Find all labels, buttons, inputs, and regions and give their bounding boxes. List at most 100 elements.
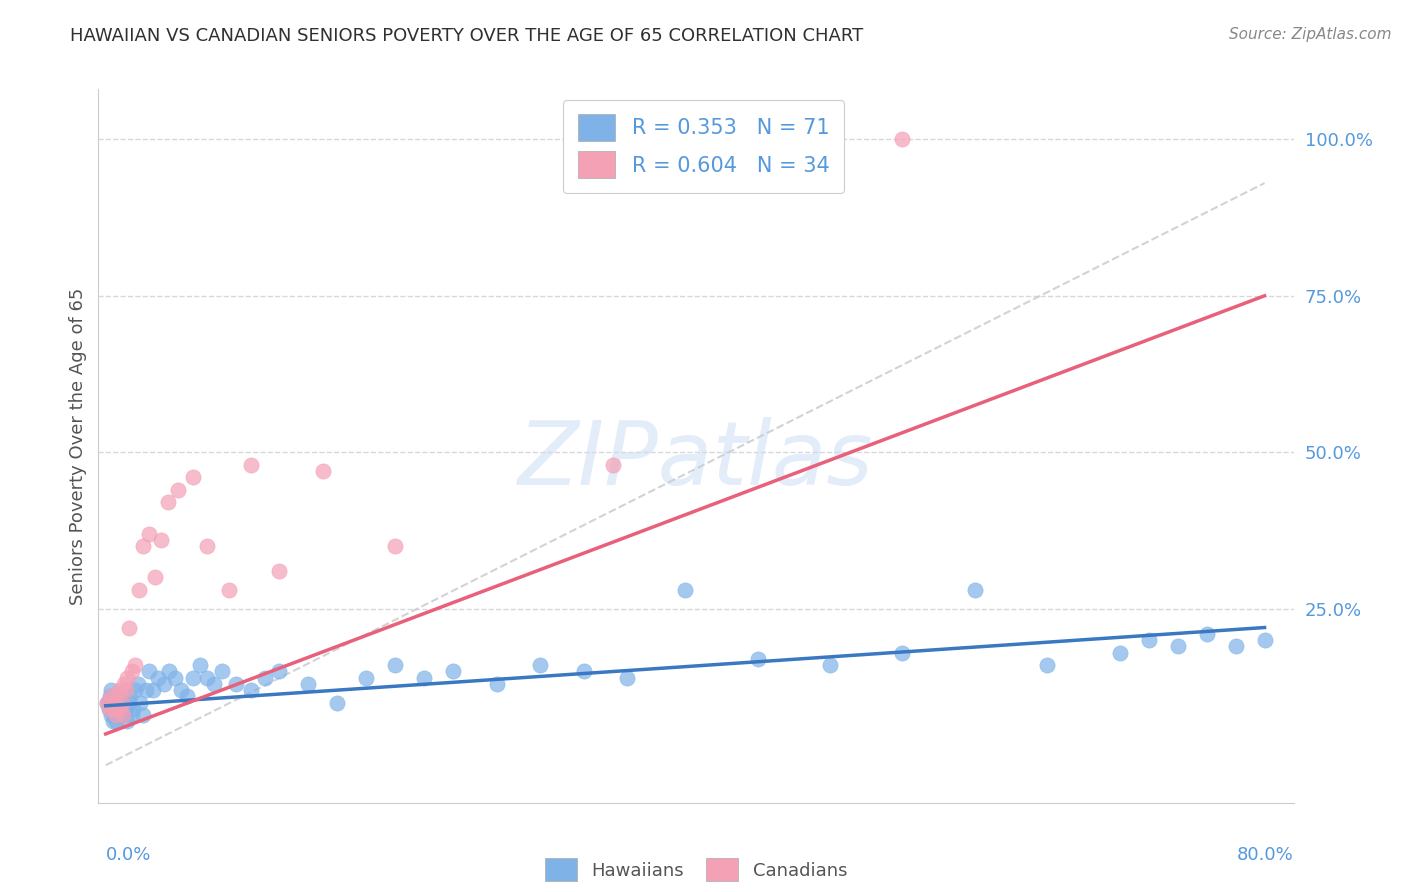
Point [157,665,180,679]
Point [239,683,262,698]
Point [101,702,124,716]
Point [100,708,122,723]
Y-axis label: Seniors Poverty Over the Age of 65: Seniors Poverty Over the Age of 65 [69,287,87,605]
Point [96,696,118,710]
Point [121,708,143,723]
Point [103,696,125,710]
Point [1137,633,1160,648]
Point [529,658,551,673]
Point [112,696,135,710]
Point [104,714,127,729]
Point [104,708,127,723]
Point [120,690,142,704]
Point [218,582,240,597]
Point [384,539,406,553]
Point [118,621,141,635]
Point [107,683,129,698]
Point [103,696,125,710]
Point [441,665,464,679]
Point [356,671,378,685]
Point [97,702,120,716]
Point [963,582,986,597]
Point [149,533,172,547]
Point [572,665,595,679]
Point [117,714,139,729]
Point [100,683,122,698]
Point [124,683,146,698]
Point [202,677,225,691]
Point [115,702,138,716]
Point [312,464,335,478]
Legend: Hawaiians, Canadians: Hawaiians, Canadians [537,851,855,888]
Point [105,696,128,710]
Point [602,458,624,472]
Point [96,696,118,710]
Point [118,696,141,710]
Point [1253,633,1275,648]
Point [135,683,157,698]
Point [108,702,131,716]
Point [269,665,291,679]
Point [98,702,121,716]
Point [181,470,204,484]
Point [156,495,179,509]
Point [1195,627,1218,641]
Point [1108,646,1130,660]
Point [127,677,149,691]
Point [195,539,218,553]
Point [112,708,135,723]
Text: 0.0%: 0.0% [105,846,150,863]
Point [101,702,124,716]
Point [138,526,160,541]
Point [108,708,131,723]
Point [485,677,508,691]
Point [132,539,155,553]
Point [818,658,841,673]
Text: Source: ZipAtlas.com: Source: ZipAtlas.com [1229,27,1392,42]
Point [239,458,262,472]
Point [384,658,406,673]
Point [269,564,291,578]
Point [114,677,136,691]
Point [142,683,165,698]
Point [122,702,145,716]
Point [121,665,143,679]
Point [98,690,121,704]
Point [129,696,152,710]
Point [616,671,638,685]
Point [146,671,169,685]
Point [747,652,769,666]
Point [165,671,187,685]
Point [107,702,129,716]
Point [132,708,155,723]
Point [152,677,174,691]
Point [1036,658,1059,673]
Point [117,671,139,685]
Point [225,677,247,691]
Text: 80.0%: 80.0% [1237,846,1294,863]
Point [98,696,121,710]
Point [297,677,319,691]
Point [124,658,146,673]
Point [188,658,211,673]
Point [211,665,233,679]
Text: ZIPatlas: ZIPatlas [519,417,873,503]
Point [115,683,138,698]
Point [1167,640,1189,654]
Point [97,696,120,710]
Point [103,708,125,723]
Point [176,690,198,704]
Point [101,714,124,729]
Point [104,702,127,716]
Point [413,671,436,685]
Point [107,690,129,704]
Point [105,690,128,704]
Point [891,132,914,146]
Point [100,690,122,704]
Point [170,683,193,698]
Point [128,582,150,597]
Point [167,483,190,497]
Point [1225,640,1247,654]
Point [110,696,132,710]
Point [181,671,204,685]
